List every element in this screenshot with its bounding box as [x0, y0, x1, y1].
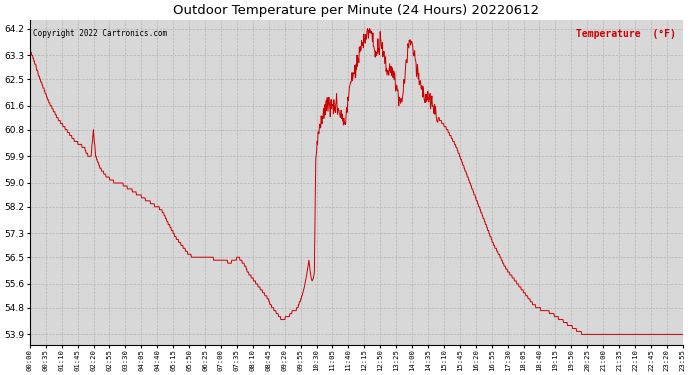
Title: Outdoor Temperature per Minute (24 Hours) 20220612: Outdoor Temperature per Minute (24 Hours…	[173, 4, 540, 17]
Text: Temperature  (°F): Temperature (°F)	[576, 30, 676, 39]
Text: Copyright 2022 Cartronics.com: Copyright 2022 Cartronics.com	[33, 30, 167, 39]
